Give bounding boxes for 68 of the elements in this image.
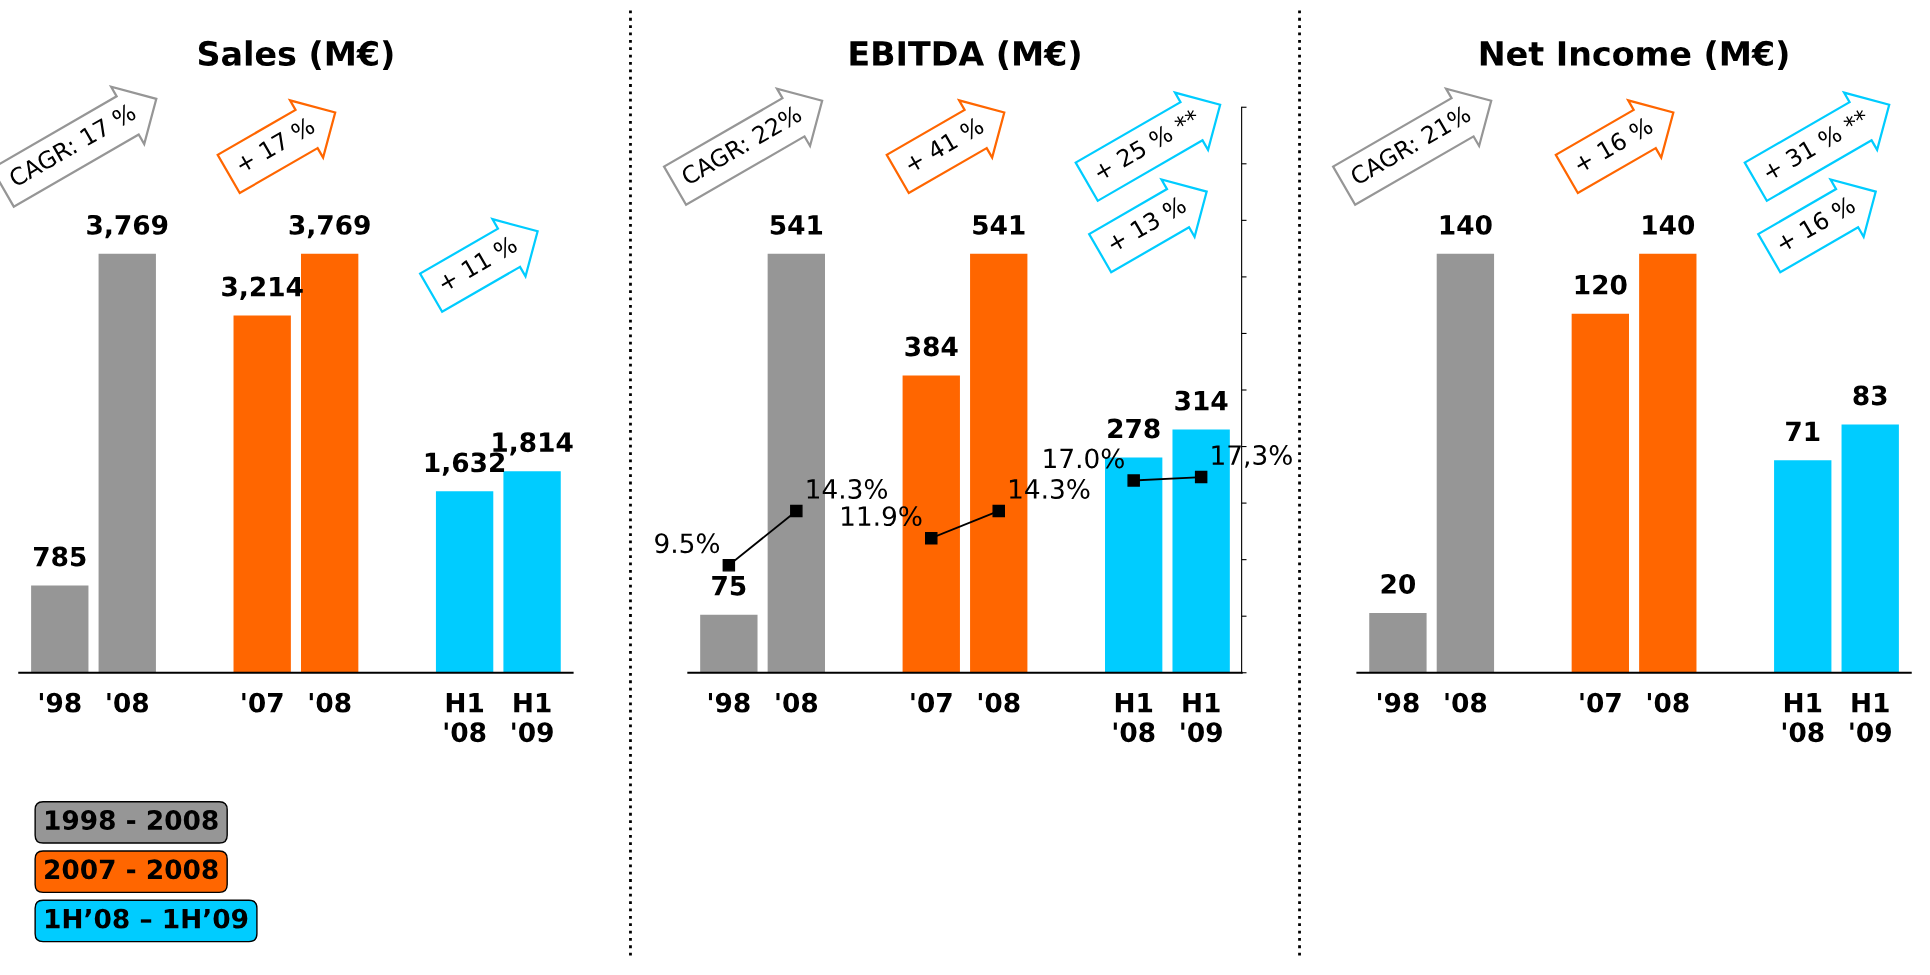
x-tick-label: '07 <box>242 692 283 713</box>
data-label: 75 <box>712 576 746 596</box>
data-label: 17.0% <box>1044 448 1124 469</box>
x-tick-label: H1 '08 <box>444 693 486 743</box>
data-label: 71 <box>1786 421 1820 441</box>
data-label: 541 <box>770 215 823 235</box>
bar <box>1774 460 1832 673</box>
x-tick-label: H1 '09 <box>512 693 553 743</box>
text: + 16 % <box>1775 195 1857 253</box>
bar <box>435 491 494 673</box>
x-tick-label: '98 <box>708 692 750 713</box>
point <box>722 559 736 572</box>
data-label: 278 <box>1108 418 1160 439</box>
bar <box>233 315 291 673</box>
x-tick-label: '08 <box>978 692 1020 713</box>
x-tick-label: '08 <box>309 692 351 713</box>
text: 1998 - 2008 <box>46 810 218 831</box>
x-tick-label: '98 <box>39 692 81 713</box>
point <box>925 531 938 545</box>
x-tick-label: '07 <box>1580 692 1621 713</box>
data-label: 120 <box>1575 274 1627 295</box>
text: 1H’08 – 1H’09 <box>46 908 248 929</box>
x-tick-label: '08 <box>107 692 149 713</box>
text: + 16 % <box>1572 116 1654 174</box>
annotation: + 11 % <box>436 234 519 293</box>
bar <box>1369 612 1427 673</box>
text: + 17 % <box>234 116 316 174</box>
bar <box>1571 313 1630 673</box>
chart-title: Sales (M€) <box>198 40 393 70</box>
point <box>1194 470 1208 484</box>
chart-title: EBITDA (M€) <box>850 40 1080 70</box>
x-tick-label: '08 <box>1647 692 1689 713</box>
data-label: 20 <box>1381 573 1416 594</box>
bar <box>1436 253 1495 673</box>
data-label: 14.3% <box>807 479 888 499</box>
data-label: 3,769 <box>289 214 370 239</box>
x-tick-label: H1 '08 <box>1113 693 1155 743</box>
chart-title: Net Income (M€) <box>1480 40 1788 70</box>
data-label: 3,769 <box>87 214 168 239</box>
text: + 31 % ** <box>1761 108 1871 182</box>
data-label: 785 <box>34 546 86 567</box>
bar <box>98 253 156 673</box>
x-tick-label: H1 '08 <box>1782 693 1824 743</box>
bar <box>700 614 758 673</box>
text: + 13 % <box>1106 195 1188 253</box>
x-tick-label: '08 <box>776 692 818 713</box>
point <box>992 504 1005 518</box>
text: + 41 % <box>903 116 985 174</box>
x-tick-label: '98 <box>1378 692 1419 713</box>
point <box>790 504 803 518</box>
data-label: 83 <box>1853 385 1887 406</box>
data-label: 541 <box>973 215 1025 235</box>
bar <box>31 585 89 673</box>
data-label: 314 <box>1175 390 1228 411</box>
data-label: 9.5% <box>655 533 720 554</box>
x-tick-label: H1 '09 <box>1181 693 1222 743</box>
x-tick-label: '08 <box>1445 692 1487 713</box>
bar <box>1639 253 1697 673</box>
point <box>1127 474 1140 487</box>
text: + 25 % ** <box>1092 108 1202 182</box>
x-tick-label: H1 '09 <box>1850 693 1891 743</box>
data-label: 140 <box>1643 214 1695 235</box>
text: 2007 - 2008 <box>45 859 218 880</box>
bar <box>1841 424 1899 673</box>
data-label: 140 <box>1440 214 1492 235</box>
data-label: 384 <box>905 336 958 357</box>
x-tick-label: '07 <box>911 692 952 713</box>
bar <box>503 471 561 673</box>
